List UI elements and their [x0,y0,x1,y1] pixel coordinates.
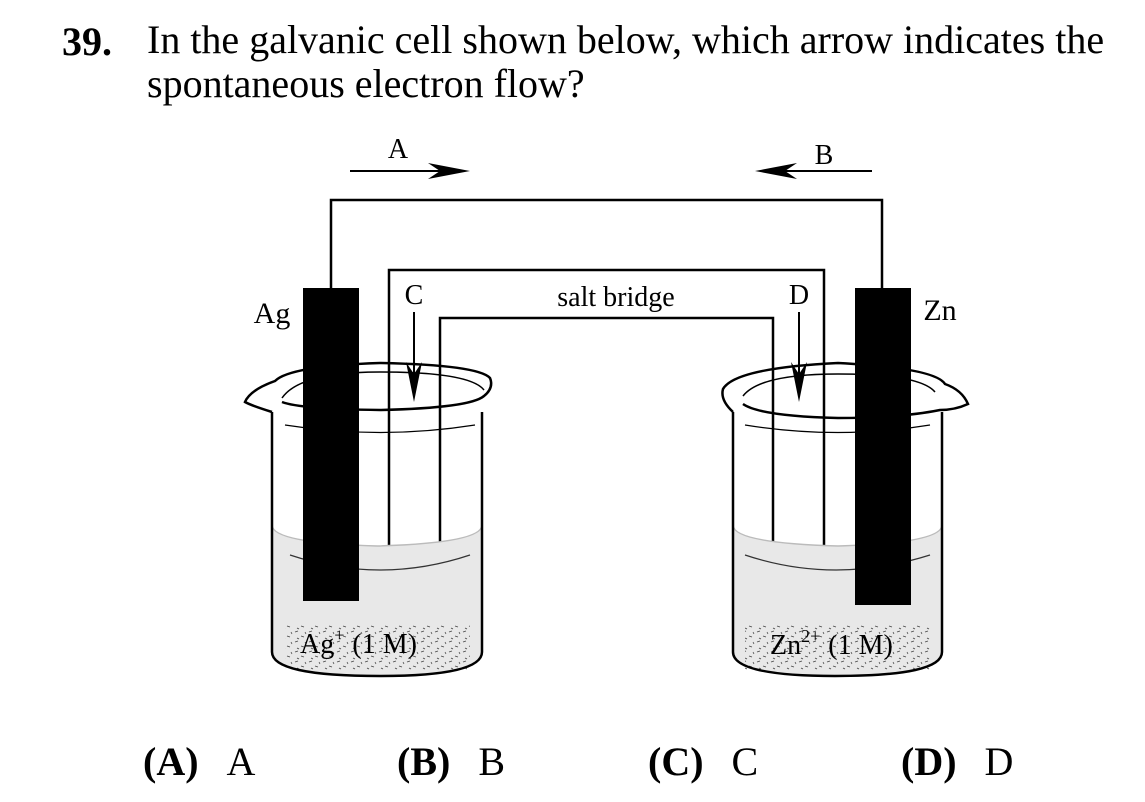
label-right-electrode: Zn [923,294,956,327]
zinc-electrode [855,288,911,605]
choice-d-letter: (D) [901,739,957,784]
label-left-electrode: Ag [254,297,291,330]
left-solution-conc: (1 M) [352,629,417,660]
label-left-solution: Ag+ (1 M) [300,625,417,660]
question-number: 39. [62,19,112,64]
label-salt-bridge: salt bridge [557,282,674,313]
choice-a[interactable]: (A) A [143,738,255,785]
left-solution-ion: Ag [300,629,334,660]
silver-electrode [303,288,359,601]
answer-choices: (A) A (B) B (C) C (D) D [0,738,1145,788]
right-solution-charge: 2+ [801,626,820,646]
label-right-solution: Zn2+ (1 M) [770,626,893,661]
external-wire [329,198,884,288]
right-solution-ion: Zn [770,630,801,661]
right-solution-conc: (1 M) [828,630,893,661]
label-arrow-b: B [815,140,834,171]
choice-b[interactable]: (B) B [397,738,505,785]
label-arrow-a: A [388,134,409,165]
arrow-d [791,312,807,402]
choice-b-text: B [478,739,506,784]
choice-a-text: A [226,739,256,784]
choice-a-letter: (A) [143,739,199,784]
choice-c[interactable]: (C) C [648,738,758,785]
question-text: In the galvanic cell shown below, which … [147,17,1105,106]
arrow-a [350,163,470,179]
left-solution-charge: + [334,625,344,645]
arrow-b [755,163,872,179]
choice-c-text: C [731,739,759,784]
label-arrow-d: D [789,280,809,311]
choice-c-letter: (C) [648,739,704,784]
choice-d-text: D [984,739,1014,784]
choice-b-letter: (B) [397,739,451,784]
galvanic-cell-diagram: A B salt bridge Ag Zn C [243,134,970,678]
label-arrow-c: C [405,280,424,311]
arrow-c [406,312,422,402]
choice-d[interactable]: (D) D [901,738,1013,785]
